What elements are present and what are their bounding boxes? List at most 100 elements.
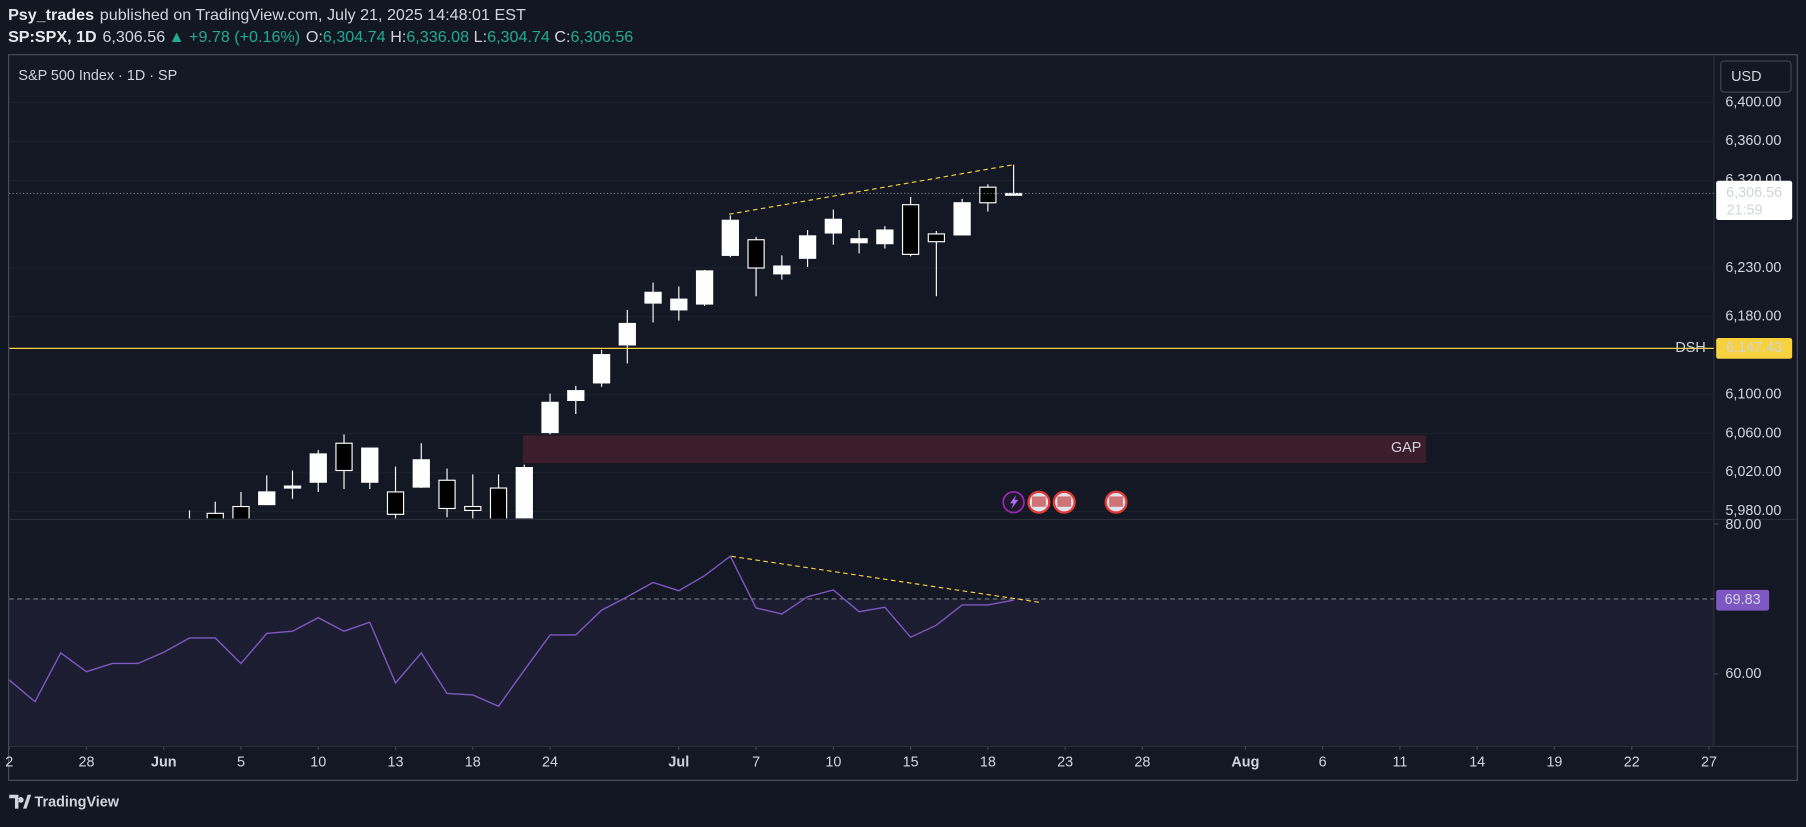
x-tick-label: 15: [903, 754, 919, 770]
x-tick-label: 6: [1319, 754, 1327, 770]
chart-title: S&P 500 Index · 1D · SP: [18, 68, 177, 84]
candle-body: [412, 459, 430, 488]
x-tick-label: 18: [465, 754, 481, 770]
gap-label: GAP: [1391, 440, 1421, 456]
rsi-line: [9, 555, 1014, 708]
last-price-label: 6,306.56: [1726, 185, 1782, 201]
candle-body: [773, 265, 791, 275]
event-flag: [1057, 496, 1072, 507]
currency-button[interactable]: [1720, 60, 1792, 93]
y-tick-label: 6,180.00: [1725, 308, 1781, 324]
field-value: 6,306.56: [571, 28, 634, 46]
y-tick-label: 5,980.00: [1725, 503, 1781, 519]
rsi-trendline: [731, 555, 1041, 603]
field-value: 6,336.08: [406, 28, 469, 46]
x-tick-label: 7: [752, 754, 760, 770]
candle-body: [670, 298, 688, 311]
y-tick-label: 6,100.00: [1725, 386, 1781, 402]
level-label: 6,147.43: [1726, 340, 1782, 356]
rsi-pane: [9, 555, 1714, 746]
x-tick-label: 2: [5, 754, 13, 770]
candle-body: [489, 487, 508, 519]
y-tick-label: 6,400.00: [1725, 94, 1781, 110]
header: Psy_trades published on TradingView.com, …: [8, 6, 526, 24]
event-bolt: [1010, 495, 1019, 510]
brand-name: TradingView: [35, 795, 120, 811]
published: published on TradingView.com, July 21, 2…: [100, 6, 526, 24]
rsi-band: [9, 598, 1714, 746]
candle-body: [824, 218, 842, 234]
candle-body: [515, 467, 533, 519]
countdown-label: 21:59: [1727, 203, 1763, 219]
candle-body: [567, 390, 585, 401]
y-tick-label: 6,230.00: [1725, 260, 1781, 276]
x-tick-label: Jun: [151, 754, 177, 770]
grid: [8, 101, 1719, 750]
chart-frame: [8, 54, 1798, 781]
rsi-label: 69.83: [1725, 592, 1761, 608]
quote-line: SP:SPX, 1D 6,306.56 ▲ +9.78 (+0.16%) O:6,30…: [8, 28, 633, 46]
field-value: 6,304.74: [487, 28, 550, 46]
candle-body: [283, 485, 302, 489]
currency-label: USD: [1731, 69, 1761, 85]
candle-body: [541, 401, 559, 434]
x-tick-label: Jul: [668, 754, 689, 770]
candle-body: [695, 270, 714, 305]
candle-body: [335, 442, 353, 472]
candle-body: [850, 238, 868, 244]
x-tick-label: 11: [1392, 754, 1407, 770]
candle-body: [927, 233, 945, 243]
candle-body: [618, 322, 636, 346]
x-tick-label: 24: [542, 754, 558, 770]
candle-body: [438, 479, 456, 510]
author: Psy_trades: [8, 6, 94, 24]
brand-logo: [9, 794, 32, 809]
candle-body: [953, 202, 971, 236]
zones: GAP: [522, 435, 1426, 464]
x-tick-label: 27: [1701, 754, 1717, 770]
candle-body: [258, 491, 276, 506]
x-tick-label: 28: [78, 754, 94, 770]
x-tick-label: 23: [1057, 754, 1073, 770]
brand: TradingView: [9, 795, 120, 811]
event-flag: [1109, 496, 1123, 507]
field-key: O:: [306, 28, 323, 46]
price-pane: [9, 164, 1714, 519]
symbol: SP:SPX, 1D: [8, 28, 97, 46]
field-key: C:: [554, 28, 570, 46]
candle-body: [464, 505, 482, 512]
event-icons: [1002, 490, 1128, 514]
y-tick-label: 6,360.00: [1725, 133, 1781, 149]
y-tick-label: 80.00: [1725, 517, 1761, 533]
candle-body: [309, 453, 327, 483]
candle-body: [1004, 192, 1023, 196]
candle-body: [232, 505, 250, 519]
candle-body: [876, 229, 894, 245]
x-tick-label: 10: [310, 754, 326, 770]
candle-body: [798, 235, 817, 259]
candle-body: [386, 491, 405, 515]
x-tick-label: 10: [825, 754, 841, 770]
candle-body: [747, 239, 765, 269]
level-label-box: [1716, 338, 1793, 359]
x-tick-label: 13: [388, 754, 404, 770]
last: 6,306.56: [102, 28, 165, 46]
rsi-label-box: [1716, 589, 1770, 611]
x-tick-label: 18: [980, 754, 996, 770]
axes: 5,980.00 6,020.00 6,060.00 6,100.00 6,180.00…: [5, 94, 1793, 770]
x-tick-label: 19: [1546, 754, 1562, 770]
x-tick-label: Aug: [1231, 754, 1259, 770]
y-tick-label: 6,020.00: [1725, 464, 1781, 480]
last-price-box: [1716, 180, 1793, 220]
x-tick-label: 5: [237, 754, 245, 770]
y-tick-label: 6,060.00: [1725, 425, 1781, 441]
y-tick-label: 60.00: [1725, 666, 1761, 682]
candle-body: [901, 204, 920, 255]
change: ▲ +9.78 (+0.16%): [169, 28, 300, 46]
candle-body: [592, 354, 611, 384]
x-tick-label: 28: [1134, 754, 1150, 770]
field-key: H:: [390, 28, 406, 46]
candle-body: [979, 186, 997, 204]
